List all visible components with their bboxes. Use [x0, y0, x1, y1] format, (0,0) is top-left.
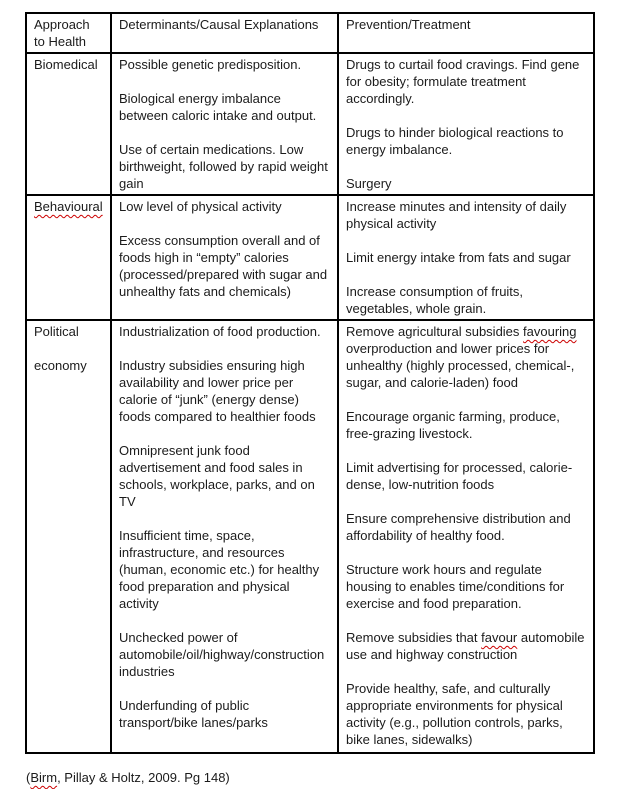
table-row-political-economy: Political economy Industrialization of f… [25, 319, 595, 754]
cell-prevention-behavioural: Increase minutes and intensity of daily … [337, 194, 595, 321]
header-cell-approach: Approach to Health [25, 12, 112, 54]
health-approaches-table: Approach to Health Determinants/Causal E… [25, 12, 595, 754]
paragraph: Provide healthy, safe, and culturally ap… [346, 681, 563, 747]
text-segment: Remove agricultural subsidies [346, 324, 524, 339]
paragraph: Increase minutes and intensity of daily … [346, 199, 567, 231]
paragraph: Increase consumption of fruits, vegetabl… [346, 284, 524, 316]
paragraph: Biological energy imbalance between calo… [119, 91, 317, 123]
misspelled-word: favouring [523, 324, 577, 339]
paragraph: Drugs to hinder biological reactions to … [346, 125, 564, 157]
header-cell-prevention: Prevention/Treatment [337, 12, 595, 54]
cell-approach-political-economy: Political economy [25, 319, 112, 754]
paragraph: Surgery [346, 176, 392, 191]
cell-determinants-political-economy: Industrialization of food production. In… [110, 319, 339, 754]
paragraph: Behavioural [34, 198, 104, 215]
text-segment: , Pillay & Holtz, 2009. Pg 148) [57, 770, 230, 785]
header-cell-determinants: Determinants/Causal Explanations [110, 12, 339, 54]
paragraph: Remove agricultural subsidies favouring … [346, 323, 587, 391]
paragraph: Unchecked power of automobile/oil/highwa… [119, 630, 325, 679]
paragraph: Limit energy intake from fats and sugar [346, 250, 571, 265]
paragraph: Omnipresent junk food advertisement and … [119, 443, 315, 509]
cell-determinants-behavioural: Low level of physical activity Excess co… [110, 194, 339, 321]
paragraph: Remove subsidies that favour automobile … [346, 629, 587, 663]
text-segment: Remove subsidies that [346, 630, 482, 645]
paragraph: Ensure comprehensive distribution and af… [346, 511, 571, 543]
paragraph: Encourage organic farming, produce, free… [346, 409, 560, 441]
misspelled-word: Birm [30, 770, 58, 785]
paragraph: Low level of physical activity [119, 199, 282, 214]
paragraph: Use of certain medications. Low birthwei… [119, 142, 328, 191]
table-row-behavioural: Behavioural Low level of physical activi… [25, 194, 595, 321]
citation: (Birm, Pillay & Holtz, 2009. Pg 148) [26, 769, 618, 786]
paragraph: Drugs to curtail food cravings. Find gen… [346, 57, 580, 106]
cell-prevention-political-economy: Remove agricultural subsidies favouring … [337, 319, 595, 754]
text-segment: overproduction and lower prices for unhe… [346, 341, 575, 390]
cell-prevention-biomedical: Drugs to curtail food cravings. Find gen… [337, 52, 595, 196]
paragraph: economy [34, 358, 87, 373]
paragraph: Biomedical [34, 57, 98, 72]
cell-determinants-biomedical: Possible genetic predisposition. Biologi… [110, 52, 339, 196]
table-row-biomedical: Biomedical Possible genetic predispositi… [25, 52, 595, 196]
paragraph: Political [34, 324, 79, 339]
paragraph: Industrialization of food production. [119, 324, 321, 339]
cell-approach-behavioural: Behavioural [25, 194, 112, 321]
text-segment: ( [26, 770, 31, 785]
paragraph: Structure work hours and regulate housin… [346, 562, 565, 611]
paragraph: Possible genetic predisposition. [119, 57, 302, 72]
paragraph: Excess consumption overall and of foods … [119, 233, 328, 299]
paragraph: Industry subsidies ensuring high availab… [119, 358, 316, 424]
misspelled-word: favour [481, 630, 518, 645]
paragraph: Underfunding of public transport/bike la… [119, 698, 268, 730]
misspelled-word: Behavioural [34, 199, 103, 214]
table-header-row: Approach to Health Determinants/Causal E… [25, 12, 595, 54]
paragraph: Insufficient time, space, infrastructure… [119, 528, 320, 611]
cell-approach-biomedical: Biomedical [25, 52, 112, 196]
paragraph: Limit advertising for processed, calorie… [346, 460, 573, 492]
text-segment: automobile use and highway construction [346, 630, 585, 662]
